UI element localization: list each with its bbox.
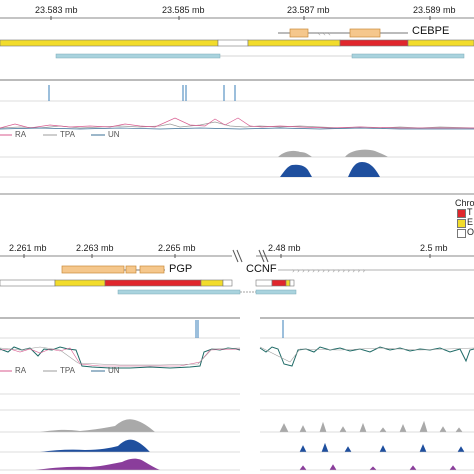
bottom-left-ruler-tick-label: 2.261 mb (9, 243, 47, 253)
chromatin-state-bar-bottom-left (0, 279, 233, 287)
chromatin-legend-swatch (457, 229, 466, 238)
legend-tpa-bottom: TPA (60, 366, 75, 375)
chromatin-legend-swatch (457, 209, 466, 218)
top-ruler-tick-label: 23.589 mb (413, 5, 456, 15)
chromatin-state-bar-bottom-right (255, 279, 295, 287)
legend-ra-top: RA (15, 130, 27, 139)
bottom-right-ruler-tick-label: 2.48 mb (268, 243, 301, 253)
bottom-left-ruler (0, 249, 243, 263)
top-ruler-tick-label: 23.583 mb (35, 5, 78, 15)
blue-signal-bottom (40, 439, 465, 453)
chromatin-legend-swatch (457, 219, 466, 228)
tf-binding-track-top (0, 85, 474, 102)
legend-tpa-top: TPA (60, 130, 75, 139)
gene-label-ccnf: CCNF (246, 263, 277, 275)
chromatin-state-bar-top (0, 39, 474, 47)
legend-un-top: UN (108, 130, 120, 139)
bottom-left-ruler-tick-label: 2.265 mb (158, 243, 196, 253)
methylation-track-bottom-right (259, 346, 474, 367)
gene-label-pgp: PGP (169, 263, 193, 275)
chromatin-legend-label: E (467, 217, 474, 227)
cebpe-gene-model: ‹ ‹ ‹ (278, 28, 408, 38)
bottom-right-ruler-tick-label: 2.5 mb (420, 243, 448, 253)
tf-binding-track-bottom (0, 320, 474, 339)
top-ruler (0, 16, 474, 20)
enhancer-track-bottom (117, 289, 297, 295)
bottom-left-ruler-tick-label: 2.263 mb (76, 243, 114, 253)
ccnf-gene-model: › › › › › › › › › › › › › › › (278, 267, 474, 275)
chromatin-legend-label: T (467, 207, 473, 217)
gray-signal-bottom (40, 419, 463, 433)
bottom-right-ruler (256, 249, 474, 263)
pgp-gene-model (61, 265, 165, 274)
methylation-track-top (0, 117, 474, 130)
chromatin-legend-title: Chro (455, 198, 474, 208)
svg-text:‹ ‹ ‹: ‹ ‹ ‹ (318, 30, 331, 38)
chromatin-legend-label: O (467, 227, 474, 237)
legend-un-bottom: UN (108, 366, 120, 375)
gray-signal-top (278, 149, 388, 157)
legend-ra-bottom: RA (15, 366, 27, 375)
blue-signal-top (280, 162, 380, 177)
purple-signal-bottom (35, 458, 457, 471)
top-ruler-tick-label: 23.585 mb (162, 5, 205, 15)
methylation-track-bottom-left (0, 346, 241, 369)
gene-label-cebpe: CEBPE (412, 25, 450, 37)
enhancer-track-top (55, 53, 465, 59)
svg-text:› › › › › › › › › ›: › › › › › › › › › › › › › › › (292, 267, 365, 275)
top-ruler-tick-label: 23.587 mb (287, 5, 330, 15)
